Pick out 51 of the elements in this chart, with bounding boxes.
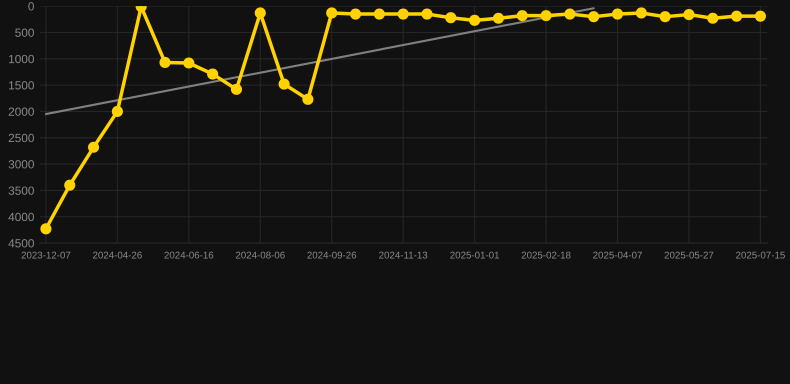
- point: [469, 14, 480, 26]
- point: [564, 8, 576, 20]
- point: [159, 56, 171, 68]
- x-tick-label: 2025-01-01: [450, 252, 500, 259]
- point: [254, 7, 266, 19]
- x-tick-label: 2024-08-06: [236, 252, 285, 259]
- point: [588, 11, 600, 22]
- point: [207, 68, 218, 80]
- point: [540, 10, 552, 22]
- point: [278, 78, 290, 90]
- point: [64, 180, 76, 191]
- point: [660, 11, 671, 22]
- x-tick-label: 2024-06-16: [164, 252, 214, 259]
- y-tick-label: 4000: [8, 212, 34, 222]
- y-tick-label: 2500: [8, 134, 34, 142]
- point: [350, 8, 362, 20]
- point: [88, 142, 100, 153]
- x-tick-label: 2024-04-26: [93, 252, 142, 259]
- point: [707, 12, 718, 24]
- y-tick-label: 3000: [8, 160, 34, 168]
- point: [683, 9, 695, 20]
- x-tick-label: 2025-04-07: [593, 252, 642, 259]
- point: [636, 7, 647, 19]
- y-tick-label: 0: [28, 2, 34, 11]
- point: [112, 106, 123, 117]
- point: [731, 10, 742, 22]
- point: [302, 94, 314, 105]
- point: [754, 10, 766, 22]
- point: [374, 8, 385, 20]
- x-tick-label: 2024-11-13: [379, 252, 428, 259]
- point: [326, 7, 338, 19]
- point: [398, 8, 409, 20]
- y-tick-label: 3500: [8, 186, 34, 195]
- x-tick-label: 2023-12-07: [22, 252, 70, 259]
- x-tick-label: 2024-09-26: [307, 252, 356, 259]
- x-tick-label: 2025-02-18: [522, 252, 571, 259]
- y-tick-label: 500: [15, 28, 34, 37]
- x-tick-label: 2025-07-15: [736, 252, 785, 259]
- point: [230, 84, 242, 95]
- point: [183, 57, 194, 69]
- point: [612, 8, 624, 20]
- point: [516, 10, 528, 22]
- point: [40, 223, 52, 234]
- x-tick-label: 2025-05-27: [664, 252, 714, 259]
- point: [492, 12, 504, 24]
- y-tick-label: 4500: [8, 239, 34, 248]
- y-tick-label: 2000: [8, 107, 34, 116]
- y-tick-label: 1000: [9, 54, 34, 64]
- point: [421, 8, 433, 20]
- point: [445, 12, 456, 24]
- y-tick-label: 1500: [9, 81, 34, 90]
